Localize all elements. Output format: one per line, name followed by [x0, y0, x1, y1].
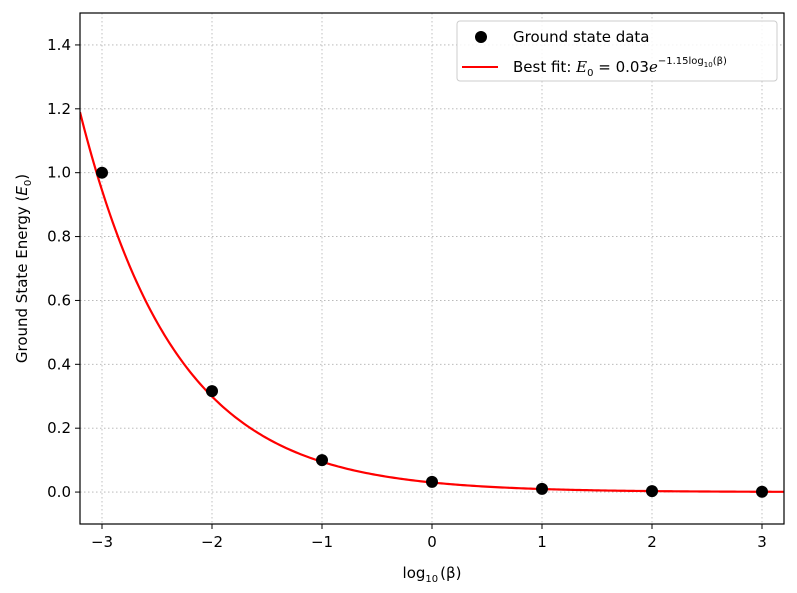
x-axis-label-arg: (β)	[440, 564, 461, 582]
y-tick-label: 0.8	[47, 228, 71, 246]
y-tick-label: 0.2	[47, 419, 71, 437]
legend-fit-label: Best fit: E0 = 0.03e−1.15log10(β)	[513, 56, 727, 79]
legend-fit-E-sub: 0	[587, 68, 593, 79]
data-points-layer	[96, 166, 768, 498]
data-point	[756, 485, 768, 498]
legend-fit-exp-sub: 10	[704, 61, 713, 69]
x-tick-label: 3	[757, 533, 767, 551]
data-point	[96, 166, 108, 179]
y-tick-label: 0.4	[47, 355, 71, 373]
legend-scatter-marker	[475, 31, 487, 43]
y-axis-label-close: )	[13, 174, 31, 180]
y-axis-label-sub: 0	[23, 180, 34, 186]
legend-fit-exp-coef: −1.15log	[658, 56, 704, 67]
legend-fit-e: e	[649, 58, 658, 76]
x-axis-label-sub: 10	[425, 574, 438, 585]
legend: Ground state data Best fit: E0 = 0.03e−1…	[456, 20, 778, 82]
y-tick-label: 1.0	[47, 164, 71, 182]
x-tick-label: 1	[537, 533, 547, 551]
y-axis-label-var: E	[13, 186, 31, 196]
grid-lines	[80, 13, 784, 524]
y-tick-label: 0.0	[47, 483, 71, 501]
data-point	[536, 482, 548, 495]
x-axis-label: log10 (β)	[403, 564, 462, 585]
x-tick-label: 2	[647, 533, 657, 551]
y-tick-label: 0.6	[47, 291, 71, 309]
data-point	[646, 485, 658, 498]
x-tick-label: −3	[91, 533, 113, 551]
data-point	[316, 454, 328, 467]
y-axis-label-main: Ground State Energy (	[13, 196, 31, 364]
legend-fit-eq: = 0.03	[593, 58, 649, 76]
x-tick-label: −2	[201, 533, 223, 551]
data-point	[206, 385, 218, 398]
x-tick-label: 0	[427, 533, 437, 551]
data-point	[426, 475, 438, 488]
legend-scatter-label: Ground state data	[513, 28, 650, 46]
legend-fit-prefix: Best fit:	[513, 58, 576, 76]
x-tick-label: −1	[311, 533, 333, 551]
y-axis-label: Ground State Energy (E0)	[13, 174, 34, 363]
x-axis-label-base: log	[403, 564, 426, 582]
y-tick-label: 1.4	[47, 36, 71, 54]
legend-fit-exp-arg: (β)	[713, 56, 727, 67]
legend-fit-E: E	[575, 58, 587, 76]
legend-box	[456, 20, 778, 82]
axis-ticks: −3 −2 −1 0 1 2 3 0.0 0.2 0.4 0.6 0.8 1.0 1.2 1.4	[47, 36, 767, 551]
y-tick-label: 1.2	[47, 100, 71, 118]
